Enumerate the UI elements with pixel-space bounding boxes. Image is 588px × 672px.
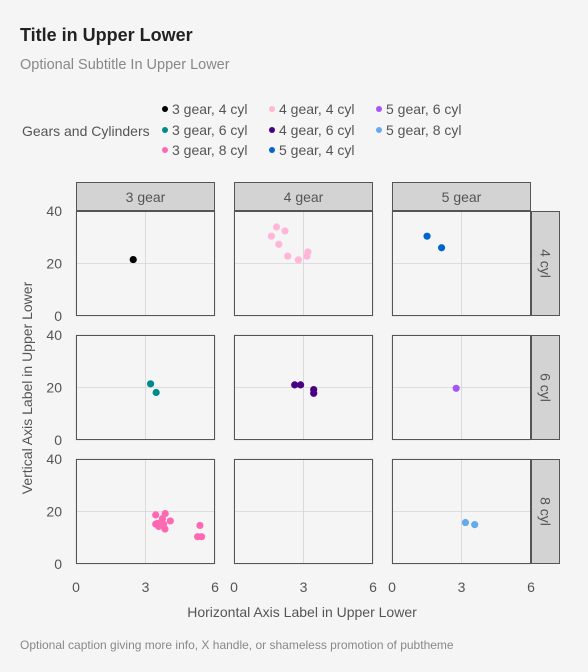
data-point: [272, 223, 281, 231]
legend-key: [269, 147, 275, 153]
legend-key: [376, 127, 382, 133]
x-tick-label: 0: [72, 579, 80, 595]
legend-key: [162, 127, 168, 133]
legend-key: [162, 147, 168, 153]
data-point: [129, 255, 137, 264]
legend-item: 3 gear, 6 cyl: [162, 122, 248, 138]
y-tick-label: 20: [46, 256, 62, 272]
y-tick-label: 0: [54, 556, 62, 572]
data-point: [291, 381, 299, 389]
data-point: [303, 252, 311, 260]
legend-label: 3 gear, 4 cyl: [172, 101, 248, 117]
y-tick-label: 40: [46, 327, 62, 343]
legend-label: 3 gear, 6 cyl: [172, 122, 248, 138]
x-tick-label: 3: [458, 579, 466, 595]
x-tick-label: 3: [300, 579, 308, 595]
y-tick-label: 0: [54, 308, 62, 324]
panel-border: [76, 211, 215, 316]
facet-strip-top: [392, 182, 531, 211]
data-point: [152, 388, 160, 397]
facet-strip-right: [531, 459, 560, 564]
facet-strip-label: 4 gear: [284, 189, 324, 205]
data-point: [297, 381, 305, 389]
data-point: [197, 533, 206, 541]
panel-border: [76, 459, 215, 564]
legend-key: [269, 106, 275, 112]
facet-strip-label: 6 cyl: [538, 373, 554, 402]
legend-label: 4 gear, 4 cyl: [279, 101, 355, 117]
facet-strip-label: 8 cyl: [538, 497, 554, 526]
legend-label: 4 gear, 6 cyl: [279, 122, 355, 138]
legend-key: [162, 106, 168, 112]
x-tick-label: 0: [388, 579, 396, 595]
data-point: [161, 525, 169, 533]
x-axis-label: Horizontal Axis Label in Upper Lower: [187, 604, 417, 620]
data-point: [452, 384, 460, 392]
data-point: [196, 521, 204, 530]
facet-strip-label: 4 cyl: [538, 249, 554, 278]
y-tick-label: 40: [46, 451, 62, 467]
data-point: [152, 511, 160, 519]
facet-strip-label: 5 gear: [442, 189, 482, 205]
facet-strip-top: [234, 182, 373, 211]
x-tick-label: 6: [527, 579, 535, 595]
legend-key: [376, 106, 382, 112]
data-point: [284, 252, 292, 260]
data-point: [146, 380, 155, 388]
panel-border: [392, 335, 531, 440]
legend-item: 4 gear, 6 cyl: [269, 122, 355, 138]
legend-item: 5 gear, 8 cyl: [376, 122, 462, 138]
panel-border: [392, 459, 531, 564]
data-point: [267, 232, 276, 240]
legend-label: 5 gear, 6 cyl: [386, 101, 462, 117]
y-axis-label: Vertical Axis Label in Upper Lower: [19, 281, 35, 494]
data-point: [461, 518, 470, 527]
facet-strip-right: [531, 335, 560, 440]
panel-border: [234, 459, 373, 564]
y-tick-label: 20: [46, 504, 62, 520]
y-tick-label: 40: [46, 203, 62, 219]
x-tick-label: 3: [142, 579, 150, 595]
data-point: [423, 232, 431, 240]
legend-item: 5 gear, 4 cyl: [269, 142, 355, 158]
chart-title: Title in Upper Lower: [20, 25, 193, 45]
legend-title: Gears and Cylinders: [22, 123, 150, 139]
data-point: [471, 521, 479, 529]
legend-label: 5 gear, 8 cyl: [386, 122, 462, 138]
data-point: [437, 244, 446, 252]
facet-strip-label: 3 gear: [126, 189, 166, 205]
legend-label: 3 gear, 8 cyl: [172, 142, 248, 158]
y-tick-label: 0: [54, 432, 62, 448]
data-point: [294, 256, 303, 264]
panel-border: [234, 211, 373, 316]
data-point: [155, 521, 163, 529]
panel-border: [234, 335, 373, 440]
data-point: [166, 517, 174, 525]
legend-item: 5 gear, 6 cyl: [376, 101, 462, 117]
data-point: [310, 389, 318, 397]
chart-subtitle: Optional Subtitle In Upper Lower: [20, 57, 230, 73]
facet-strip-right: [531, 211, 560, 316]
x-tick-label: 0: [230, 579, 238, 595]
data-point: [275, 240, 283, 248]
data-point: [161, 509, 169, 518]
facet-strip-top: [76, 182, 215, 211]
chart-caption: Optional caption giving more info, X han…: [20, 638, 454, 652]
x-tick-label: 6: [211, 579, 219, 595]
data-point: [281, 227, 289, 235]
panel-border: [392, 211, 531, 316]
x-tick-label: 6: [369, 579, 377, 595]
panel-border: [76, 335, 215, 440]
y-tick-label: 20: [46, 380, 62, 396]
legend-item: 4 gear, 4 cyl: [269, 101, 355, 117]
legend-key: [269, 127, 275, 133]
legend-item: 3 gear, 4 cyl: [162, 101, 248, 117]
legend-item: 3 gear, 8 cyl: [162, 142, 248, 158]
legend-label: 5 gear, 4 cyl: [279, 142, 355, 158]
